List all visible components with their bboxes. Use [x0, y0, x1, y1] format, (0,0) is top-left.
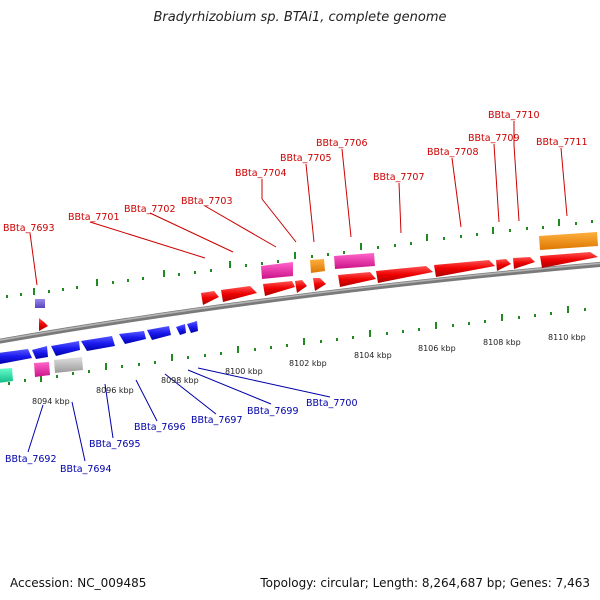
scale-label: 8102 kbp [289, 359, 327, 368]
gene-block [539, 232, 598, 250]
scale-label: 8110 kbp [548, 333, 586, 342]
gene-label: BBta_7706 [316, 138, 368, 149]
gene-label: BBta_7695 [89, 439, 141, 450]
gene-arrow [513, 257, 535, 269]
gene-label: BBta_7708 [427, 147, 479, 158]
gene-label: BBta_7710 [488, 110, 540, 121]
gene-arrow [540, 252, 598, 268]
gene-label: BBta_7692 [5, 454, 57, 465]
map-title: Bradyrhizobium sp. BTAi1, complete genom… [153, 10, 447, 25]
lower-tick-track [8, 306, 586, 385]
genome-backbone [0, 261, 600, 344]
gene-arrow [147, 326, 171, 340]
gene-arrow [338, 272, 376, 287]
bottom-leader-lines [27, 367, 331, 462]
forward-strand-genes [35, 232, 598, 331]
scale-label: 8094 kbp [32, 397, 70, 406]
gene-label: BBta_7699 [247, 406, 299, 417]
gene-block [34, 362, 50, 377]
gene-label: BBta_7700 [306, 398, 358, 409]
gene-label: BBta_7702 [124, 204, 176, 215]
gene-block [261, 262, 293, 279]
gene-label: BBta_7711 [536, 137, 588, 148]
upper-tick-track [6, 219, 593, 298]
gene-arrow [201, 291, 219, 305]
gene-block [35, 299, 45, 308]
gene-arrow [434, 260, 495, 277]
scale-label: 8096 kbp [96, 386, 134, 395]
gene-label: BBta_7707 [373, 172, 425, 183]
gene-arrow [496, 259, 511, 271]
reverse-strand-genes [0, 321, 198, 383]
gene-arrow [295, 280, 307, 293]
scale-label: 8106 kbp [418, 344, 456, 353]
topology-label: Topology: circular; Length: 8,264,687 bp… [260, 576, 590, 590]
gene-block [310, 259, 325, 273]
gene-label: BBta_7694 [60, 464, 112, 475]
gene-arrow [221, 286, 257, 302]
gene-block [0, 368, 13, 383]
gene-block [54, 357, 83, 373]
top-leader-lines [29, 121, 568, 286]
gene-block [334, 253, 375, 269]
scale-label: 8098 kbp [161, 376, 199, 385]
scale-label: 8108 kbp [483, 338, 521, 347]
gene-label: BBta_7704 [235, 168, 287, 179]
gene-arrow [187, 321, 198, 333]
gene-arrow [32, 346, 48, 359]
gene-arrow [39, 318, 48, 331]
gene-label: BBta_7696 [134, 422, 186, 433]
gene-label: BBta_7703 [181, 196, 233, 207]
gene-arrow [81, 336, 115, 351]
accession-label: Accession: NC_009485 [10, 576, 147, 590]
gene-arrow [376, 266, 433, 283]
gene-label: BBta_7709 [468, 133, 520, 144]
gene-arrow [263, 281, 295, 296]
gene-label: BBta_7705 [280, 153, 332, 164]
gene-arrow [0, 349, 32, 364]
gene-arrow [119, 331, 146, 344]
gene-arrow [176, 324, 186, 335]
scale-label: 8100 kbp [225, 367, 263, 376]
gene-label: BBta_7697 [191, 415, 243, 426]
gene-label: BBta_7693 [3, 223, 55, 234]
gene-label: BBta_7701 [68, 212, 120, 223]
gene-arrow [313, 278, 326, 291]
gene-arrow [51, 341, 80, 356]
scale-label: 8104 kbp [354, 351, 392, 360]
